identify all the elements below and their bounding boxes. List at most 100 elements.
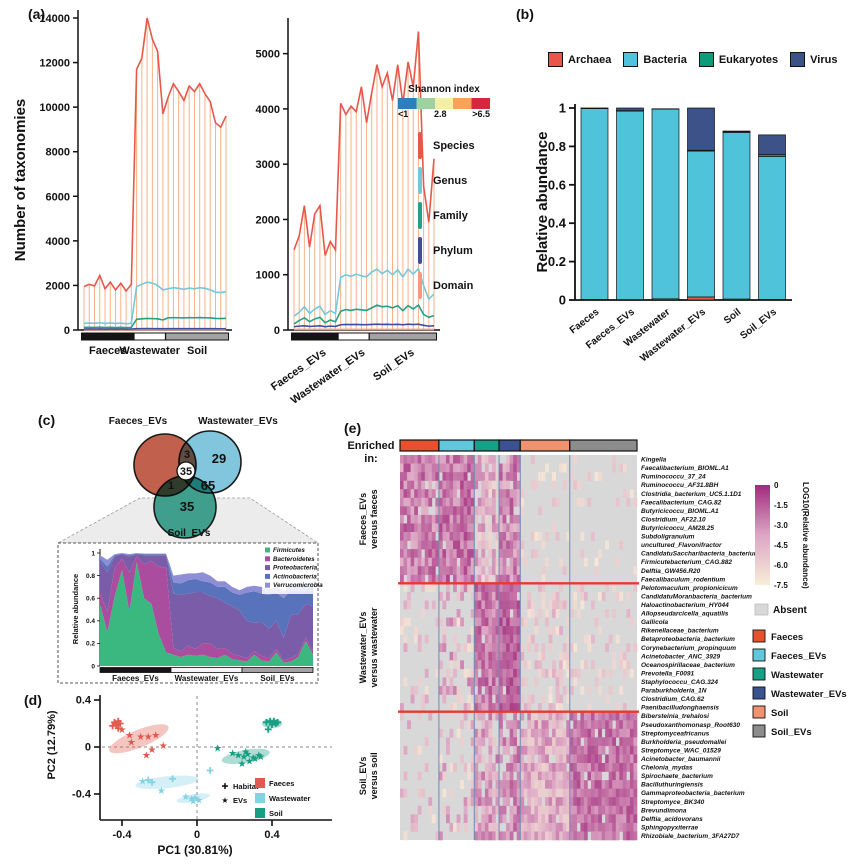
y-tick-label: 3000 xyxy=(256,159,280,171)
panel-d-pca-plot: -0.400.4-0.4 0 0.4★★ ★★★★★ ★★★★★★★★★★ ★★★★★★★… xyxy=(72,695,332,841)
taxon-label: Delftia_acidovorans xyxy=(641,816,703,823)
point-plus xyxy=(116,720,124,727)
column-group-header-faeces_evs xyxy=(438,439,475,452)
taxon-label: Paraburkholderia_1N xyxy=(641,688,707,695)
taxon-label: Allopseudarcicella_aquatilis xyxy=(640,611,729,618)
x-tick-label: 0.4 xyxy=(264,829,280,841)
taxon-label: CandidatuMoranbacteria_bacterium xyxy=(641,593,752,600)
shannon-tick-label: 2.8 xyxy=(433,109,447,119)
sample-type-label: Faeces xyxy=(771,632,803,643)
point-star: ★ xyxy=(181,792,190,803)
kingdom-label: Virus xyxy=(810,53,838,66)
point-star: ★ xyxy=(254,751,263,762)
x-tick-label: -0.4 xyxy=(113,829,133,841)
taxon-label: Spirochaete_bacterium xyxy=(641,773,713,780)
point-star: ★ xyxy=(194,795,203,806)
taxon-label: Streptomyce_WAC_01529 xyxy=(641,747,721,754)
panel-e-label: (e) xyxy=(344,420,362,436)
point-star: ★ xyxy=(245,757,254,768)
y-tick-label: 8000 xyxy=(46,147,70,159)
point-star: ★ xyxy=(234,751,243,762)
series-line-family xyxy=(83,316,227,329)
virus-swatch xyxy=(790,52,806,67)
taxa-level-legend: Species Genus Family Phylum Domain xyxy=(418,128,475,303)
faeces-swatch xyxy=(752,629,766,643)
species-swatch xyxy=(418,132,422,159)
sample-type-label: Wastewater xyxy=(771,670,824,681)
y-tick-label: 0 xyxy=(274,325,280,337)
colorbar-tick-label: 0 xyxy=(774,481,779,490)
taxon-label: Faecalibacterium_BIOML.A1 xyxy=(641,465,729,472)
point-plus xyxy=(144,776,152,784)
bar-segment-virus xyxy=(758,134,786,156)
venn-circles xyxy=(133,430,242,539)
taxon-label: Butyricicoccu_AM28.25 xyxy=(641,525,714,532)
shannon-index-legend: Shannon index <1 2.8 >6.5 xyxy=(398,84,490,119)
soil_evs-swatch xyxy=(752,724,766,738)
point-plus xyxy=(112,721,120,729)
venn-set-label: Faeces_EVs xyxy=(109,416,168,427)
domain-swatch xyxy=(418,272,422,299)
kingdom-legend: Archaea Bacteria Eukaryotes Virus xyxy=(548,52,837,67)
taxon-label: Delftia_GW456.R20 xyxy=(641,568,701,575)
colorbar-tick-label: -7.5 xyxy=(774,581,788,590)
point-star: ★ xyxy=(241,747,250,758)
taxon-label: uncultured_Flavonifractor xyxy=(641,542,722,549)
taxon-label: Clostridium_CAG.62 xyxy=(641,696,705,703)
point-star: ★ xyxy=(239,752,248,763)
area-layer-actinobacteria xyxy=(100,553,313,638)
row-group-label: Soil_EVs xyxy=(358,757,368,796)
area-layer-proteobacteria xyxy=(100,554,313,661)
point-star: ★ xyxy=(127,738,136,749)
sample-type-label: Faeces_EVs xyxy=(771,651,826,662)
kingdom-legend-item: Virus xyxy=(790,52,837,67)
bar-category-label: Soil_EVs xyxy=(738,306,779,341)
bar-category-label: Wastewater_EVs xyxy=(638,306,708,364)
taxon-label: Clostridium_AF22.10 xyxy=(641,516,706,523)
area-legend-label: Proteobacteria xyxy=(273,565,318,572)
point-star: ★ xyxy=(249,753,258,764)
series-line-phylum xyxy=(293,323,435,328)
taxa-level-label: Family xyxy=(433,209,468,222)
bar-segment-bacteria xyxy=(651,108,680,300)
panel-b-stacked-bar-chart: 00.20.40.60.81FaecesFaeces_EVsWastewater… xyxy=(548,101,792,364)
panel-d-x-axis-label: PC1 (30.81%) xyxy=(157,843,233,857)
point-star: ★ xyxy=(213,744,222,755)
taxon-label: Subdoligranulum xyxy=(641,534,695,541)
venn-set-label: Wastewater_EVs xyxy=(198,416,278,427)
row-group-label: Faeces_EVs xyxy=(358,493,368,546)
phylum-swatch xyxy=(418,237,422,264)
colorbar-tick-label: -4.5 xyxy=(774,541,788,550)
point-star: ★ xyxy=(238,759,247,770)
y-tick-label: 1 xyxy=(559,101,566,116)
y-tick-label: 0 xyxy=(64,325,70,337)
taxon-label: Butyricicoccu_BIOML.A1 xyxy=(641,508,719,515)
point-star: ★ xyxy=(189,796,198,807)
bar-segment-archaea xyxy=(687,296,715,301)
taxon-label: Chelonia_mydas xyxy=(641,765,693,772)
y-tick-label: 0.4 xyxy=(548,216,567,231)
row-group-label: versus faeces xyxy=(369,489,379,549)
taxon-label: Burkholderia_pseudomallei xyxy=(641,739,726,746)
taxon-label: Ruminococcu_AF31.8BH xyxy=(641,482,719,489)
area-layer-bacteroidetes xyxy=(100,556,313,663)
taxon-label: Oceanospirillaceae_bacterium xyxy=(641,662,735,669)
point-star: ★ xyxy=(138,776,147,787)
point-plus xyxy=(264,725,272,733)
taxon-label: Rhizobiale_bacterium_3FA27D7 xyxy=(641,833,740,840)
eukaryotes-swatch xyxy=(698,52,714,67)
point-plus xyxy=(114,724,122,732)
shannon-droplines xyxy=(83,18,227,329)
taxon-label: Faecalibaculum_rodentium xyxy=(641,576,725,583)
area-y-axis-label: Relative abundance xyxy=(71,574,80,644)
series-line-family xyxy=(293,303,435,325)
venn-count: 35 xyxy=(180,466,192,478)
color-legend-label: Soil xyxy=(269,809,283,818)
genus-swatch xyxy=(418,167,422,194)
area-legend-bg xyxy=(262,547,316,594)
panel-c-venn-and-area: Faeces_EVs Wastewater_EVs Soil_EVs 3 29 35 1 65… xyxy=(57,416,323,684)
shannon-tick-labels: <1 2.8 >6.5 xyxy=(398,109,490,119)
taxa-level-label: Phylum xyxy=(433,244,473,257)
taxon-label: Ruminococcu_37_24 xyxy=(641,474,706,481)
group-bar-black xyxy=(81,332,135,341)
